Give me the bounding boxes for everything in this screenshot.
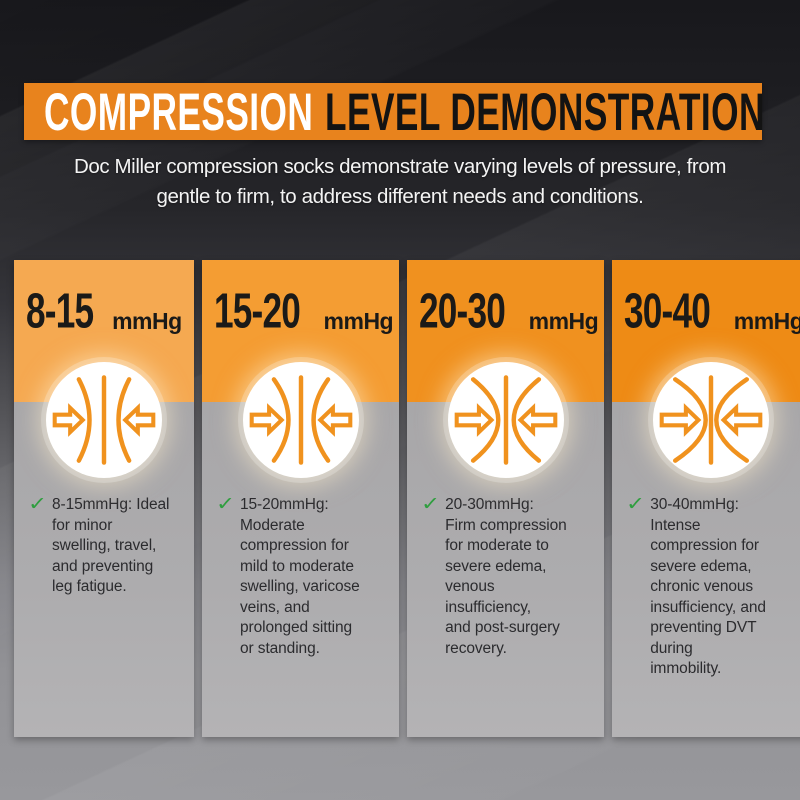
subtitle-line-1: Doc Miller compression socks demonstrate… [73,155,727,178]
benefit-item: ✓ 8-15mmHg: Ideal for minor swelling, tr… [28,494,186,598]
page-title-secondary: LEVEL DEMONSTRATION [325,81,765,142]
level-label: 8-15 mmHg [26,284,188,340]
card-body-2: ✓ 15-20mmHg: Moderate compression for mi… [202,402,400,737]
compression-level-card-4: 30-40 mmHg ✓ 30-40mmHg: Intense compress… [612,260,800,737]
level-unit: mmHg [112,308,182,334]
level-label: 20-30 mmHg [419,284,599,340]
subtitle-line-2: gentle to firm, to address different nee… [156,185,644,208]
check-icon: ✓ [28,494,48,515]
level-description: 30-40mmHg: Intense compression for sever… [650,496,766,677]
level-unit: mmHg [733,308,800,334]
level-range: 15-20 [214,284,301,339]
compression-arrows-icon [46,362,162,478]
compression-level-card-2: 15-20 mmHg ✓ 15-20mmHg: Moderate compres… [202,260,400,737]
level-range: 20-30 [419,284,506,339]
level-range: 30-40 [624,284,711,339]
compression-arrows-icon [652,362,769,478]
level-description: 20-30mmHg: Firm compression for moderate… [445,496,567,657]
page-title-primary: COMPRESSION [44,81,314,142]
check-icon: ✓ [421,494,441,515]
level-description: 15-20mmHg: Moderate compression for mild… [240,496,360,657]
compression-arrows-icon [242,362,359,478]
level-unit: mmHg [528,308,599,334]
level-description: 8-15mmHg: Ideal for minor swelling, trav… [52,496,170,595]
level-label: 15-20 mmHg [214,284,394,340]
compression-arrows-icon [447,362,564,478]
level-unit: mmHg [323,308,394,334]
compression-level-cards: 8-15 mmHg ✓ 8-15mmHg: Ideal for minor sw… [14,260,800,737]
level-label: 30-40 mmHg [624,284,800,340]
benefit-item: ✓ 20-30mmHg: Firm compression for modera… [421,494,596,659]
compression-level-card-3: 20-30 mmHg ✓ 20-30mmHg: Firm compression… [407,260,605,737]
title-banner: COMPRESSION LEVEL DEMONSTRATION [24,82,764,141]
compression-level-card-1: 8-15 mmHg ✓ 8-15mmHg: Ideal for minor sw… [14,260,194,737]
page-title: COMPRESSION LEVEL DEMONSTRATION [44,76,765,148]
check-icon: ✓ [626,494,646,515]
level-range: 8-15 [26,284,94,339]
page-subtitle: Doc Miller compression socks demonstrate… [0,152,800,212]
card-header-3: 20-30 mmHg [407,260,605,402]
check-icon: ✓ [216,494,236,515]
benefit-item: ✓ 15-20mmHg: Moderate compression for mi… [216,494,391,659]
benefit-item: ✓ 30-40mmHg: Intense compression for sev… [626,494,800,680]
